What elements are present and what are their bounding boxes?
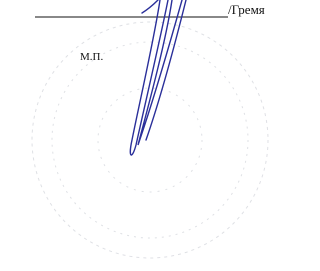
signature-scribble [130,0,186,155]
document-fragment: /Гремя М.П. [0,0,286,271]
signer-name: /Гремя [228,2,265,17]
stamp-label: М.П. [80,51,103,63]
page: /Гремя М.П. (() => { const data = JSON.p… [0,0,286,271]
